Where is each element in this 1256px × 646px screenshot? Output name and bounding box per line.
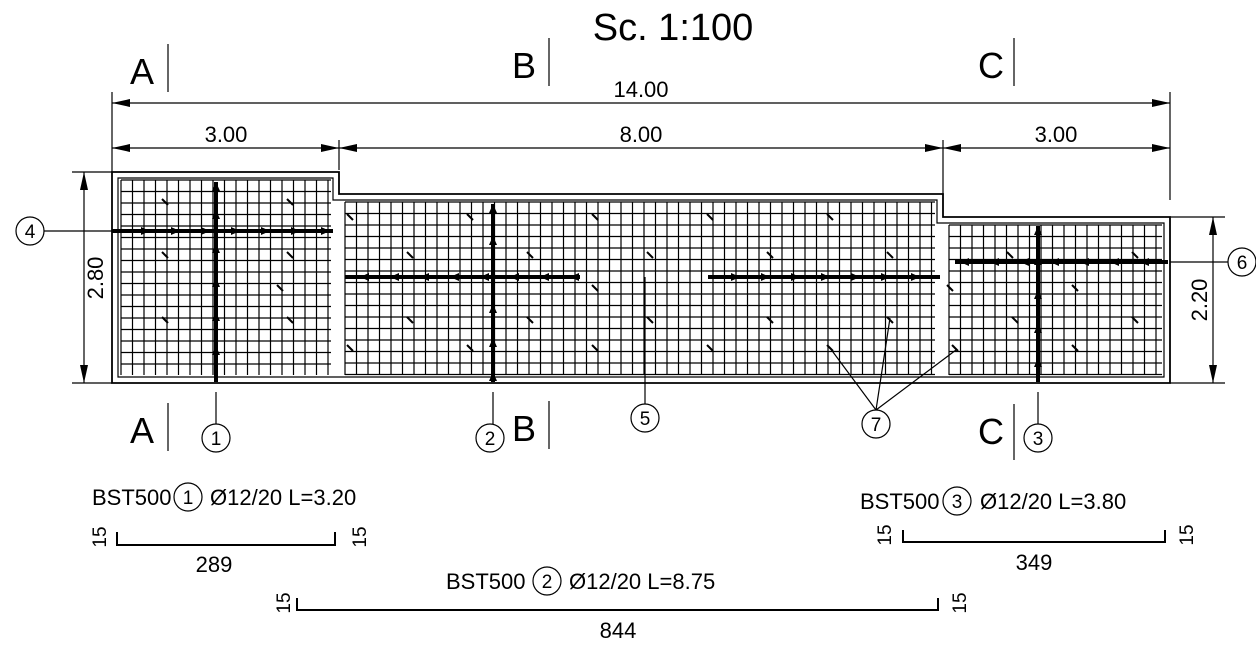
marker-5: 5 — [630, 277, 660, 433]
bar-1-spec: Ø12/20 L=3.20 — [210, 485, 356, 510]
marker-1-label: 1 — [211, 429, 222, 450]
dimension-segment-middle-label: 8.00 — [620, 122, 663, 147]
bar-1-hook-right: 15 — [350, 526, 371, 547]
bar-3-hook-right: 15 — [1177, 524, 1198, 545]
section-marker-a-top: A — [130, 44, 169, 92]
dimension-overall: 14.00 — [111, 77, 1171, 200]
bar-3-steel: BST500 — [860, 489, 940, 514]
section-label: B — [512, 45, 536, 86]
bar-schedule-1: BST500 1 Ø12/20 L=3.20 15 15 289 — [90, 482, 371, 577]
section-marker-c-bottom: C — [978, 404, 1015, 460]
marker-5-label: 5 — [640, 409, 651, 430]
dimension-segments: 3.00 8.00 3.00 — [112, 122, 1170, 195]
dimension-overall-label: 14.00 — [613, 77, 668, 102]
dimension-height-left: 2.80 — [72, 171, 112, 384]
bar-1-hook-left: 15 — [90, 526, 111, 547]
scale-label: Sc. 1:100 — [593, 7, 754, 49]
main-bars — [112, 182, 1168, 382]
marker-3-label: 3 — [1033, 429, 1044, 450]
bar-1-mark: 1 — [183, 488, 194, 509]
bar-2-spec: Ø12/20 L=8.75 — [569, 569, 715, 594]
marker-7: 7 — [829, 317, 957, 439]
dimension-segment-right-label: 3.00 — [1035, 122, 1078, 147]
bar-3-mark: 3 — [952, 492, 963, 513]
section-label: A — [130, 410, 154, 451]
section-marker-b-top: B — [512, 38, 550, 86]
bar-1-length: 289 — [196, 552, 233, 577]
section-marker-b-bottom: B — [512, 401, 550, 449]
marker-4: 4 — [15, 216, 112, 246]
bar-2-hook-right: 15 — [950, 592, 971, 613]
bar-schedule-2: BST500 2 Ø12/20 L=8.75 15 15 844 — [274, 566, 971, 643]
dimension-height-left-label: 2.80 — [83, 257, 108, 300]
bar-1-steel: BST500 — [92, 485, 172, 510]
bar-2-hook-left: 15 — [274, 592, 295, 613]
bar-2-steel: BST500 — [446, 569, 526, 594]
marker-6-label: 6 — [1237, 253, 1248, 274]
bar-schedule-3: BST500 3 Ø12/20 L=3.80 15 15 349 — [860, 486, 1198, 575]
section-label: C — [978, 45, 1004, 86]
bar-3-hook-left: 15 — [875, 524, 896, 545]
bar-3-length: 349 — [1016, 550, 1053, 575]
dimension-height-right: 2.20 — [1170, 216, 1225, 384]
section-marker-c-top: C — [978, 38, 1015, 86]
marker-1: 1 — [201, 392, 231, 453]
marker-6: 6 — [1170, 247, 1256, 277]
marker-7-label: 7 — [871, 415, 882, 436]
dimension-height-right-label: 2.20 — [1187, 279, 1212, 322]
marker-3: 3 — [1023, 392, 1053, 453]
marker-4-label: 4 — [25, 222, 36, 243]
bar-2-length: 844 — [600, 618, 637, 643]
bar-2-mark: 2 — [542, 572, 553, 593]
section-label: A — [130, 51, 154, 92]
marker-2: 2 — [475, 392, 505, 453]
slab-outline — [111, 171, 1171, 384]
bar-3-spec: Ø12/20 L=3.80 — [980, 489, 1126, 514]
section-label: B — [512, 408, 536, 449]
reinforcement-mesh — [120, 179, 1162, 376]
section-label: C — [978, 411, 1004, 452]
dimension-segment-left-label: 3.00 — [205, 122, 248, 147]
section-marker-a-bottom: A — [130, 403, 169, 451]
marker-2-label: 2 — [485, 429, 496, 450]
